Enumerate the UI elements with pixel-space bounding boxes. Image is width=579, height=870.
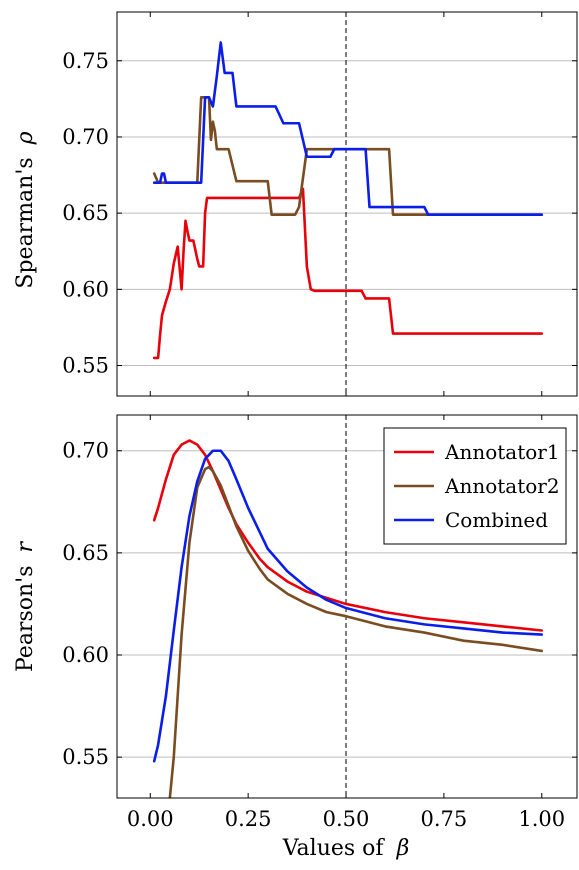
- pearson-y-axis-label-symbol: r: [13, 541, 38, 553]
- y-tick-label-1: 0.60: [62, 277, 109, 301]
- y-tick-label-0: 0.55: [62, 354, 109, 378]
- spearman-series-group: [152, 41, 544, 360]
- y-tick-label-2: 0.65: [62, 201, 109, 225]
- x-axis-label-text: Values of: [282, 836, 386, 861]
- spearman-series-line-annotator1: [152, 187, 544, 360]
- spearman-panel: 0.55 0.60 0.65 0.70 0.75 Spearman's ρ: [13, 11, 578, 397]
- spearman-y-axis-label-symbol: ρ: [13, 131, 38, 145]
- spearman-y-axis-label-text: Spearman's: [13, 157, 38, 288]
- spearman-gridlines: [117, 60, 577, 367]
- pearson-y-axis-label-text: Pearson's: [13, 566, 38, 673]
- pearson-tick-marks: [117, 415, 577, 798]
- pearson-y-axis-label: Pearson's r: [13, 541, 38, 673]
- x-tick-label-1: 0.25: [225, 807, 272, 831]
- legend-item-combined: Combined: [394, 508, 548, 532]
- spearman-y-axis-label: Spearman's ρ: [13, 131, 38, 288]
- y-tick-label-3: 0.70: [62, 439, 109, 463]
- legend-label-combined: Combined: [445, 508, 548, 532]
- x-tick-label-3: 0.75: [421, 807, 468, 831]
- pearson-plot-frame: [116, 414, 578, 799]
- pearson-panel: 0.55 0.60 0.65 0.70 0.00 0.25 0.50 0.75 1.00 Pe…: [13, 414, 578, 861]
- legend-label-annotator1: Annotator1: [444, 440, 560, 464]
- legend-label-annotator2: Annotator2: [444, 474, 560, 498]
- pearson-series-line-combined: [152, 449, 544, 763]
- legend: Annotator1 Annotator2 Combined: [383, 427, 567, 545]
- pearson-series-group: [152, 439, 544, 798]
- y-tick-label-4: 0.75: [62, 49, 109, 73]
- legend-item-annotator1: Annotator1: [394, 440, 560, 464]
- spearman-tick-marks: [117, 12, 577, 396]
- x-tick-label-2: 0.50: [323, 807, 370, 831]
- spearman-y-tick-labels: 0.55 0.60 0.65 0.70 0.75: [62, 49, 109, 378]
- x-tick-label-4: 1.00: [518, 807, 565, 831]
- legend-item-annotator2: Annotator2: [394, 474, 560, 498]
- x-axis-label: Values of β: [282, 836, 410, 861]
- y-tick-label-3: 0.70: [62, 125, 109, 149]
- pearson-y-tick-labels: 0.55 0.60 0.65 0.70: [62, 439, 109, 769]
- pearson-x-tick-labels: 0.00 0.25 0.50 0.75 1.00: [127, 807, 565, 831]
- pearson-series-line-annotator1: [152, 439, 544, 632]
- x-tick-label-0: 0.00: [127, 807, 174, 831]
- y-tick-label-0: 0.55: [62, 745, 109, 769]
- y-tick-label-1: 0.60: [62, 643, 109, 667]
- pearson-series-line-annotator2: [168, 465, 544, 798]
- spearman-plot-frame: [116, 11, 578, 397]
- y-tick-label-2: 0.65: [62, 541, 109, 565]
- x-axis-label-symbol: β: [396, 836, 410, 861]
- spearman-series-line-combined: [152, 41, 544, 216]
